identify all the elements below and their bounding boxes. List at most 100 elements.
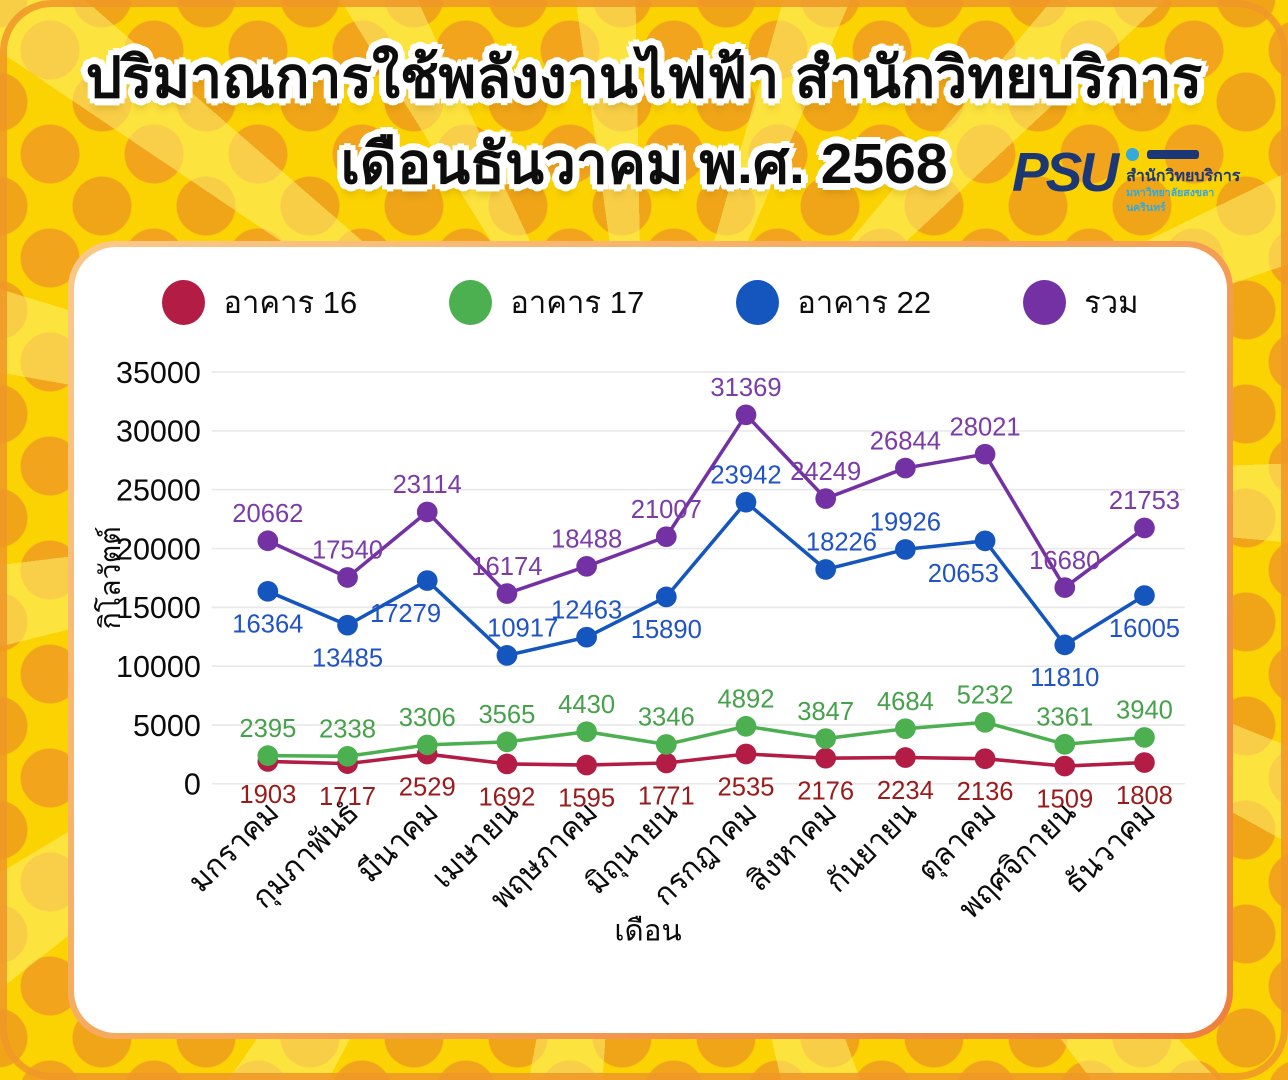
data-point [655, 526, 677, 548]
legend-dot-building-22 [736, 279, 780, 325]
data-point [735, 715, 757, 737]
data-point [416, 501, 438, 523]
series-line-1 [267, 720, 1145, 759]
y-axis-title: กิโลวัตต์ [94, 526, 127, 629]
data-label: 31369 [710, 374, 781, 402]
data-label: 3306 [399, 704, 456, 732]
legend-item-building-16: อาคาร 16 [162, 277, 357, 327]
data-label: 2535 [718, 773, 775, 801]
data-point [337, 614, 358, 636]
data-point [1134, 727, 1155, 748]
data-label: 28021 [949, 413, 1020, 441]
psu-logo-university-name: มหาวิทยาลัยสงขลานครินทร์ [1126, 187, 1215, 214]
legend-item-building-17: อาคาร 17 [449, 277, 644, 327]
data-point [974, 530, 996, 552]
legend-label-total: รวม [1084, 285, 1139, 320]
data-label: 17540 [312, 537, 383, 565]
legend-dot-building-17 [449, 279, 493, 325]
data-point [974, 748, 996, 770]
legend-dot-total [1023, 279, 1067, 325]
data-label: 1808 [1116, 782, 1173, 810]
data-point [655, 752, 677, 774]
data-point [815, 488, 837, 509]
data-point [895, 747, 916, 768]
y-tick-label: 15000 [116, 591, 201, 625]
data-point [1054, 634, 1076, 656]
data-point [257, 530, 279, 552]
data-point [496, 645, 518, 666]
data-label: 16680 [1029, 547, 1100, 575]
data-point [974, 443, 996, 465]
legend-label-building-22: อาคาร 22 [797, 285, 932, 320]
data-label: 21753 [1109, 487, 1180, 515]
x-axis-title: เดือน [614, 914, 681, 947]
data-point [257, 745, 279, 766]
legend-label-building-17: อาคาร 17 [510, 285, 645, 320]
data-point [1134, 517, 1155, 539]
data-point [576, 754, 597, 776]
data-label: 24249 [790, 458, 861, 486]
data-point [974, 711, 996, 733]
series-line-2 [267, 499, 1146, 658]
data-point [815, 747, 837, 769]
y-tick-label: 30000 [116, 415, 201, 449]
y-tick-label: 10000 [116, 650, 201, 684]
psu-logo-bar-icon [1147, 150, 1200, 159]
data-label: 21007 [631, 496, 702, 524]
data-label: 13485 [312, 645, 383, 673]
data-point [496, 583, 518, 604]
data-label: 4430 [558, 691, 615, 719]
data-point [895, 718, 916, 740]
data-label: 5232 [957, 682, 1014, 710]
data-label: 20653 [928, 560, 999, 588]
data-label: 15890 [631, 616, 702, 644]
data-label: 1717 [319, 783, 376, 811]
y-tick-label: 5000 [133, 709, 201, 743]
data-point [815, 559, 837, 580]
data-point [496, 753, 518, 775]
chart-card: อาคาร 16 อาคาร 17 อาคาร 22 รวม 0 5000 1000… [74, 247, 1227, 1033]
data-point [895, 539, 916, 560]
data-point [735, 743, 757, 765]
data-point [1054, 577, 1076, 598]
page-title-line2: เดือนธันวาคม พ.ศ. 2568 [340, 131, 948, 196]
data-label: 2338 [319, 716, 376, 744]
data-label: 16174 [471, 553, 542, 581]
series-line-0 [267, 752, 1145, 768]
data-label: 1903 [239, 781, 296, 809]
data-label: 1595 [558, 784, 615, 812]
data-label: 2136 [957, 778, 1014, 806]
legend-item-building-22: อาคาร 22 [736, 277, 931, 327]
data-label: 17279 [370, 600, 441, 628]
data-label: 3847 [797, 698, 854, 726]
series-line-3 [267, 411, 1146, 596]
data-label: 1771 [638, 782, 695, 810]
y-tick-label: 20000 [116, 532, 201, 566]
data-point [1134, 585, 1155, 606]
psu-logo-dot-icon [1126, 148, 1140, 161]
data-label: 20662 [232, 500, 303, 528]
page-title-line1: ปริมาณการใช้พลังงานไฟฟ้า สำนักวิทยบริการ [85, 46, 1203, 110]
data-label: 3940 [1116, 697, 1173, 725]
data-point [576, 626, 597, 648]
chart-card-border: อาคาร 16 อาคาร 17 อาคาร 22 รวม 0 5000 1000… [68, 241, 1233, 1039]
data-label: 2395 [239, 715, 296, 743]
data-point [576, 555, 597, 577]
data-label: 19926 [870, 509, 941, 537]
data-point [496, 731, 518, 753]
data-point [257, 580, 279, 602]
data-point [416, 734, 438, 756]
y-tick-label: 35000 [116, 356, 201, 390]
psu-logo: PSU สำนักวิทยบริการ มหาวิทยาลัยสงขลานคริ… [1012, 144, 1242, 222]
data-point [1134, 752, 1155, 773]
data-label: 23942 [710, 461, 781, 489]
data-point [655, 586, 677, 608]
data-point [337, 567, 358, 588]
data-label: 4892 [718, 686, 775, 714]
data-label: 11810 [1030, 664, 1099, 692]
data-label: 18226 [806, 529, 877, 557]
data-point [576, 721, 597, 743]
data-point [655, 734, 677, 755]
data-label: 3361 [1036, 704, 1093, 732]
